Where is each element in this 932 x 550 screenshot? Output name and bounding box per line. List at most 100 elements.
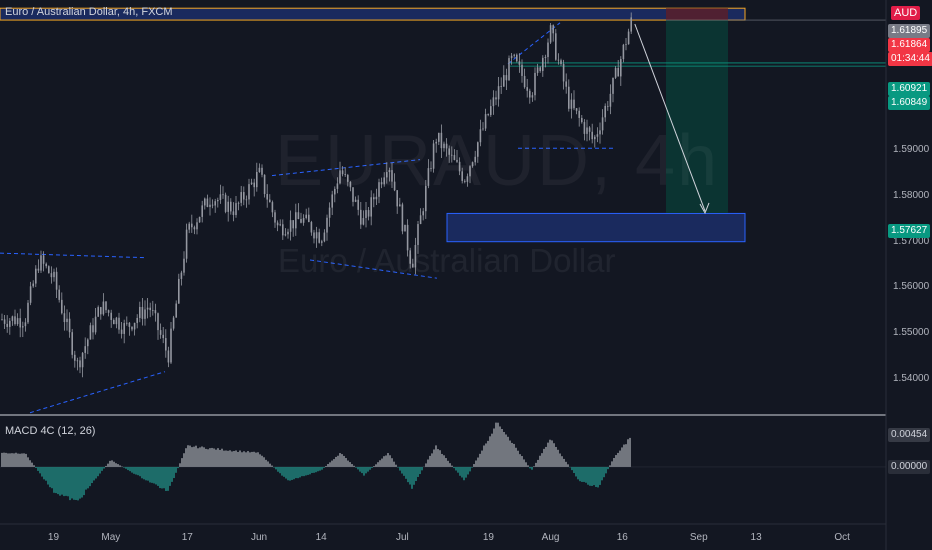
macd-bar xyxy=(461,466,463,478)
candle-body xyxy=(373,197,375,200)
macd-bar xyxy=(303,466,305,477)
price-tick: 1.59000 xyxy=(893,144,930,156)
candle-body xyxy=(253,182,255,188)
macd-bar xyxy=(623,444,625,467)
trendline xyxy=(29,371,166,414)
candle-body xyxy=(131,326,133,330)
macd-bar xyxy=(69,466,71,501)
candle-body xyxy=(74,354,76,361)
macd-bar xyxy=(297,466,299,479)
candle-body xyxy=(438,132,440,142)
macd-bar xyxy=(437,449,439,467)
macd-bar xyxy=(165,466,167,491)
macd-bar xyxy=(463,466,465,481)
candle-body xyxy=(414,244,417,268)
macd-bar xyxy=(173,466,175,479)
macd-bar xyxy=(147,466,149,481)
macd-bar xyxy=(373,466,375,467)
macd-bar xyxy=(599,466,601,485)
macd-bar xyxy=(237,451,239,467)
macd-bar xyxy=(613,457,615,467)
candle-body xyxy=(183,258,185,273)
macd-bar xyxy=(115,463,117,467)
candle-body xyxy=(209,204,211,207)
candle-body xyxy=(391,170,393,182)
candle-body xyxy=(256,172,258,188)
candle-body xyxy=(445,143,448,149)
macd-bar xyxy=(445,458,447,467)
macd-bar xyxy=(95,466,97,479)
candle-body xyxy=(193,227,196,230)
macd-bar xyxy=(327,464,329,467)
candle-body xyxy=(339,170,341,184)
candle-body xyxy=(126,322,128,324)
macd-bar xyxy=(243,451,245,467)
supply-zone xyxy=(0,7,746,21)
candles xyxy=(1,12,632,378)
macd-bar xyxy=(383,456,385,467)
time-tick: 14 xyxy=(315,532,327,543)
macd-bar xyxy=(119,465,121,467)
macd-bar xyxy=(197,448,199,467)
macd-bar xyxy=(381,458,383,467)
candle-body xyxy=(224,194,227,212)
candle-body xyxy=(630,17,632,32)
candle-body xyxy=(318,232,320,243)
macd-bar xyxy=(351,464,353,467)
macd-bar xyxy=(391,458,393,467)
macd-bar xyxy=(255,452,257,467)
candle-body xyxy=(24,322,27,327)
candle-body xyxy=(557,59,560,61)
candle-body xyxy=(48,266,50,274)
macd-bar xyxy=(591,466,593,486)
candle-body xyxy=(68,318,71,333)
candle-body xyxy=(178,278,180,304)
macd-bar xyxy=(573,466,575,473)
candle-body xyxy=(542,57,544,71)
macd-bar xyxy=(133,466,135,474)
candle-body xyxy=(570,99,573,109)
macd-bar xyxy=(263,457,265,467)
macd-bar xyxy=(49,466,51,488)
candle-body xyxy=(165,338,167,351)
candle-body xyxy=(469,166,471,177)
candle-body xyxy=(232,211,235,216)
macd-tick-label: 0.00000 xyxy=(888,459,931,474)
macd-bar xyxy=(103,466,105,469)
candle-body xyxy=(375,196,378,200)
candle-body xyxy=(367,210,370,217)
macd-bar xyxy=(335,456,337,467)
time-tick: Sep xyxy=(689,532,708,543)
macd-bar xyxy=(231,451,233,467)
macd-bar xyxy=(329,462,331,467)
candle-body xyxy=(180,272,183,279)
watermark-ticker: EURAUD, 4h xyxy=(275,121,720,201)
candle-body xyxy=(612,77,614,94)
candle-body xyxy=(344,174,346,175)
macd-bar xyxy=(291,466,293,480)
candle-body xyxy=(513,54,515,56)
macd-bar xyxy=(211,447,213,467)
candle-body xyxy=(240,192,242,203)
macd-bar xyxy=(281,466,283,476)
indicator-title[interactable]: MACD 4C (12, 26) xyxy=(5,425,96,437)
candle-body xyxy=(323,232,326,242)
symbol-title[interactable]: Euro / Australian Dollar, 4h, FXCM xyxy=(5,6,173,18)
macd-bar xyxy=(347,460,349,467)
macd-bar xyxy=(451,465,453,467)
macd-bar xyxy=(333,459,335,467)
macd-bar xyxy=(483,445,485,467)
candle-body xyxy=(518,61,521,65)
price-label-badge: 1.61864 xyxy=(888,38,931,52)
candle-body xyxy=(622,44,625,60)
currency-badge[interactable]: AUD xyxy=(891,6,921,20)
macd-bar xyxy=(455,466,457,471)
macd-bar xyxy=(535,462,537,467)
macd-bar xyxy=(57,466,59,495)
time-tick: 19 xyxy=(47,532,60,543)
macd-bar xyxy=(523,459,525,467)
macd-bar xyxy=(499,426,501,467)
candle-body xyxy=(419,215,422,225)
